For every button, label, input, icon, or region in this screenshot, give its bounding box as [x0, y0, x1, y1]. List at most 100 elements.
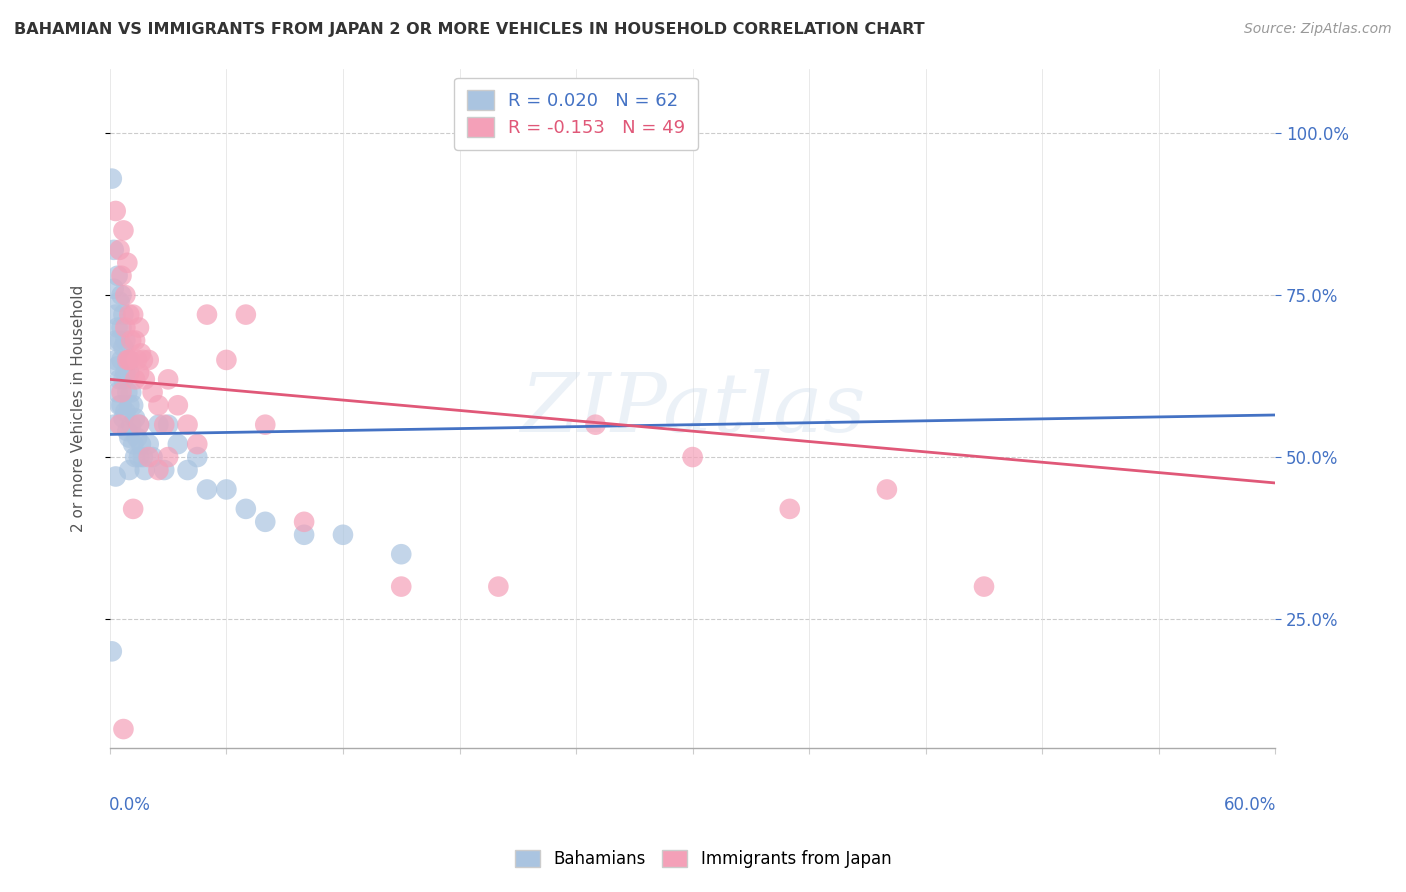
Point	[112, 308, 135, 322]
Point	[215, 483, 238, 497]
Text: 0.0%: 0.0%	[108, 796, 150, 814]
Point	[157, 417, 180, 432]
Point	[117, 353, 139, 368]
Point	[157, 372, 180, 386]
Point	[125, 431, 148, 445]
Point	[108, 243, 131, 257]
Point	[125, 353, 148, 368]
Point	[292, 528, 315, 542]
Point	[254, 417, 277, 432]
Point	[110, 353, 132, 368]
Point	[486, 580, 509, 594]
Point	[107, 359, 129, 374]
Point	[153, 417, 176, 432]
Point	[292, 515, 315, 529]
Text: 60.0%: 60.0%	[1225, 796, 1277, 814]
Point	[122, 308, 145, 322]
Point	[153, 463, 176, 477]
Point	[114, 334, 136, 348]
Point	[101, 171, 124, 186]
Point	[134, 463, 156, 477]
Point	[129, 346, 152, 360]
Point	[585, 417, 607, 432]
Point	[235, 501, 257, 516]
Point	[128, 417, 150, 432]
Point	[124, 372, 146, 386]
Point	[117, 353, 139, 368]
Point	[779, 501, 801, 516]
Point	[118, 308, 141, 322]
Point	[682, 450, 704, 464]
Point	[118, 366, 141, 380]
Point	[101, 644, 124, 658]
Point	[118, 353, 141, 368]
Point	[103, 282, 125, 296]
Point	[148, 398, 170, 412]
Point	[108, 334, 131, 348]
Point	[104, 308, 127, 322]
Point	[104, 204, 127, 219]
Point	[117, 424, 139, 438]
Point	[128, 450, 150, 464]
Point	[124, 411, 146, 425]
Point	[120, 334, 142, 348]
Point	[110, 268, 132, 283]
Point	[876, 483, 898, 497]
Point	[104, 353, 127, 368]
Point	[107, 385, 129, 400]
Point	[128, 366, 150, 380]
Point	[114, 288, 136, 302]
Point	[389, 547, 412, 561]
Y-axis label: 2 or more Vehicles in Household: 2 or more Vehicles in Household	[72, 285, 86, 533]
Point	[112, 372, 135, 386]
Point	[973, 580, 995, 594]
Point	[114, 320, 136, 334]
Point	[110, 385, 132, 400]
Legend: Bahamians, Immigrants from Japan: Bahamians, Immigrants from Japan	[508, 843, 898, 875]
Point	[215, 353, 238, 368]
Point	[124, 450, 146, 464]
Point	[148, 417, 170, 432]
Point	[103, 243, 125, 257]
Point	[157, 450, 180, 464]
Point	[112, 223, 135, 237]
Point	[129, 437, 152, 451]
Point	[107, 320, 129, 334]
Point	[138, 450, 160, 464]
Point	[108, 417, 131, 432]
Point	[108, 398, 131, 412]
Point	[332, 528, 354, 542]
Point	[107, 268, 129, 283]
Point	[114, 366, 136, 380]
Text: Source: ZipAtlas.com: Source: ZipAtlas.com	[1244, 22, 1392, 37]
Point	[186, 437, 208, 451]
Point	[148, 463, 170, 477]
Point	[108, 372, 131, 386]
Point	[117, 256, 139, 270]
Point	[122, 398, 145, 412]
Point	[112, 340, 135, 354]
Point	[138, 353, 160, 368]
Point	[132, 450, 155, 464]
Text: BAHAMIAN VS IMMIGRANTS FROM JAPAN 2 OR MORE VEHICLES IN HOUSEHOLD CORRELATION CH: BAHAMIAN VS IMMIGRANTS FROM JAPAN 2 OR M…	[14, 22, 925, 37]
Point	[114, 405, 136, 419]
Point	[118, 463, 141, 477]
Point	[166, 437, 188, 451]
Point	[254, 515, 277, 529]
Point	[142, 385, 165, 400]
Point	[120, 417, 142, 432]
Point	[235, 308, 257, 322]
Point	[186, 450, 208, 464]
Point	[122, 437, 145, 451]
Legend: R = 0.020   N = 62, R = -0.153   N = 49: R = 0.020 N = 62, R = -0.153 N = 49	[454, 78, 697, 150]
Point	[118, 431, 141, 445]
Point	[120, 385, 142, 400]
Point	[128, 320, 150, 334]
Point	[166, 398, 188, 412]
Point	[110, 288, 132, 302]
Point	[195, 483, 218, 497]
Point	[104, 469, 127, 483]
Point	[134, 372, 156, 386]
Point	[176, 417, 198, 432]
Point	[112, 722, 135, 736]
